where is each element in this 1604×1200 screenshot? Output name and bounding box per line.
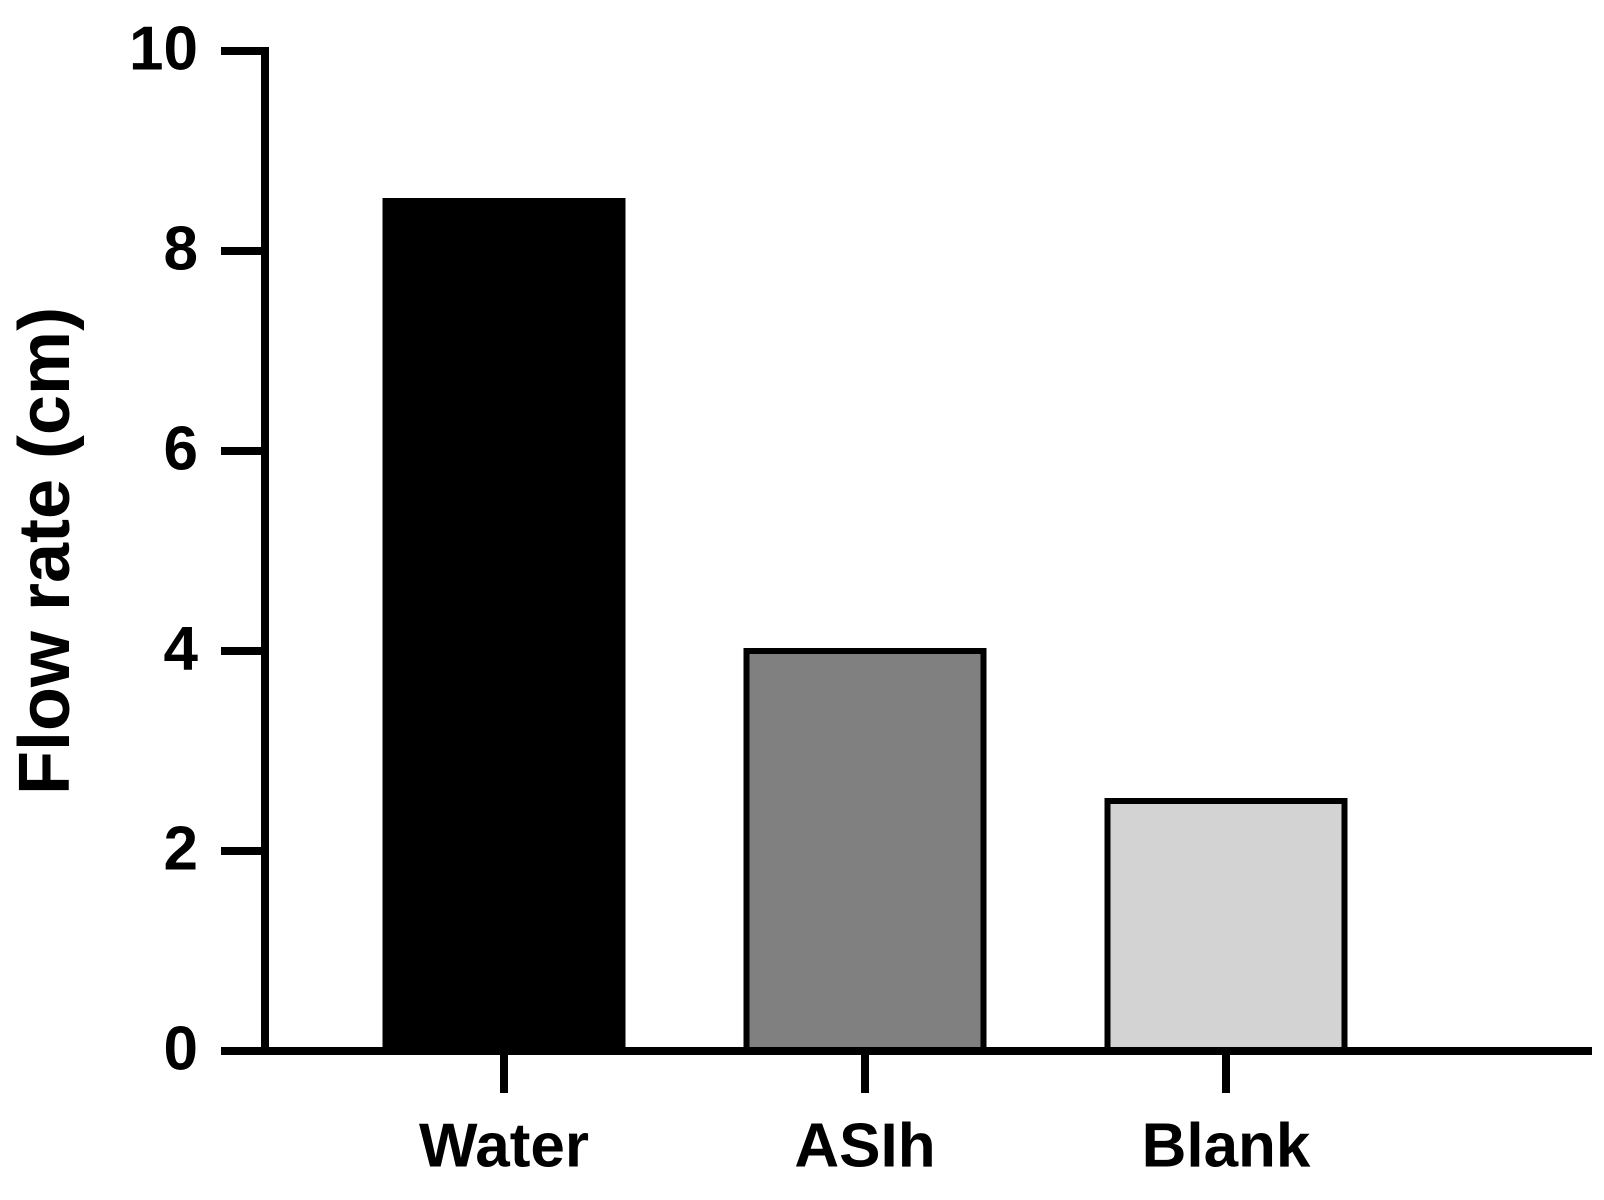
y-tick-label: 2 (164, 814, 198, 883)
x-tick-label: ASIh (794, 1111, 935, 1180)
x-tick-label: Blank (1142, 1111, 1311, 1180)
y-tick-label: 10 (129, 14, 198, 83)
y-tick-label: 8 (164, 214, 198, 283)
bar (382, 198, 626, 1054)
bar (1104, 798, 1348, 1054)
y-tick-label: 0 (164, 1014, 198, 1083)
x-tick-label: Water (419, 1111, 589, 1180)
y-axis-label: Flow rate (cm) (5, 307, 85, 795)
y-tick-label: 4 (164, 614, 199, 683)
bar (743, 648, 987, 1054)
y-tick-label: 6 (164, 414, 198, 483)
